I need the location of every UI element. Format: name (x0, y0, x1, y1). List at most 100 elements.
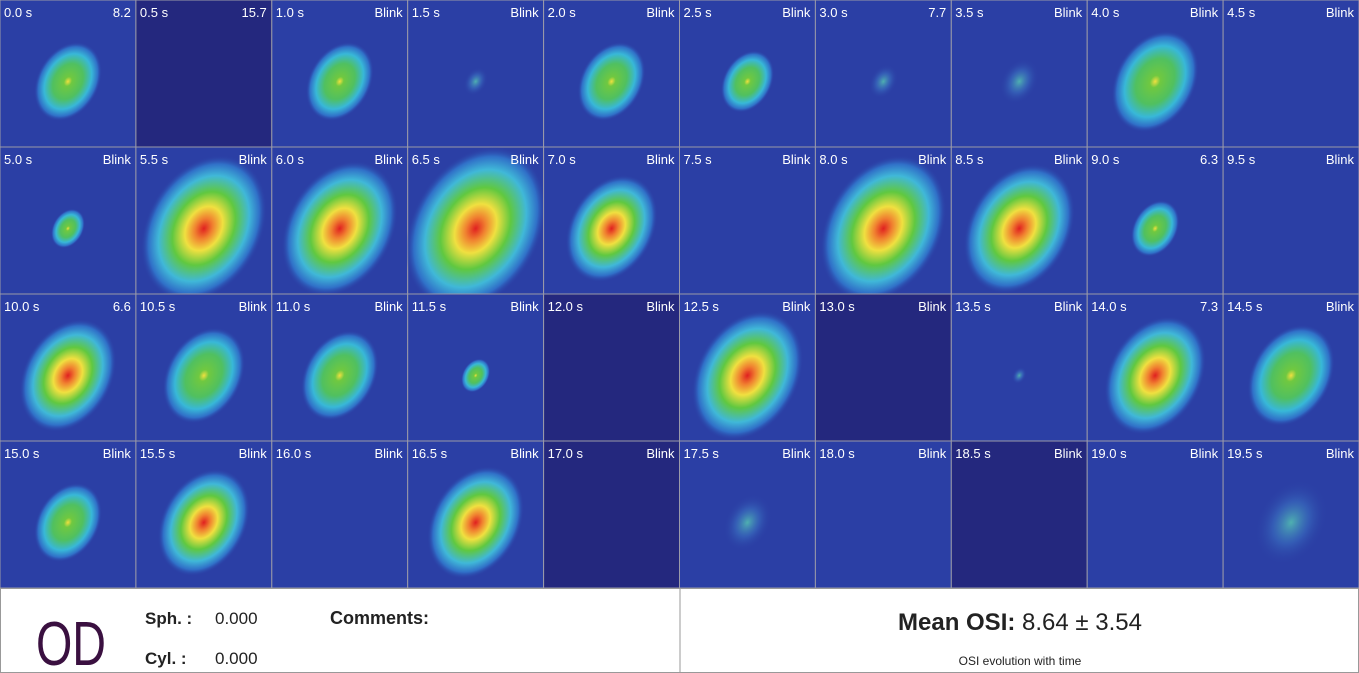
tile: 15.0 s Blink (0, 441, 136, 588)
tile-value: Blink (782, 446, 811, 461)
tile-time: 15.5 s (140, 446, 176, 461)
tile-time: 14.0 s (1091, 299, 1127, 314)
tile-time: 16.0 s (276, 446, 312, 461)
eye-label: OD (36, 610, 106, 673)
tile-background (951, 441, 1087, 588)
tile: 18.0 s Blink (815, 441, 951, 588)
tile-value: Blink (1190, 5, 1219, 20)
tile-time: 14.5 s (1227, 299, 1263, 314)
tile-value: Blink (103, 152, 132, 167)
tile: 1.5 s Blink (408, 0, 544, 147)
tile-time: 1.0 s (276, 5, 305, 20)
tile-time: 4.0 s (1091, 5, 1120, 20)
mean-osi-sign: ± (1075, 609, 1088, 636)
tile-time: 15.0 s (4, 446, 40, 461)
tile: 9.0 s6.3 (1087, 147, 1223, 294)
tile-time: 0.5 s (140, 5, 169, 20)
tile-time: 0.0 s (4, 5, 33, 20)
tile: 5.0 s Blink (0, 147, 136, 294)
tile-time: 13.0 s (819, 299, 855, 314)
tile-time: 9.5 s (1227, 152, 1256, 167)
mean-osi-value: 8.64 (1022, 609, 1069, 636)
tile-value: Blink (1054, 446, 1083, 461)
tile-value: Blink (782, 152, 811, 167)
tile-time: 8.0 s (819, 152, 848, 167)
tile-time: 11.0 s (276, 299, 311, 314)
tile-time: 17.5 s (684, 446, 720, 461)
tile-value: Blink (103, 446, 132, 461)
tile-time: 2.5 s (684, 5, 713, 20)
tile-time: 11.5 s (412, 299, 447, 314)
tile: 7.0 s Blink (544, 147, 680, 299)
tile-value: 15.7 (241, 5, 266, 20)
tile: 4.5 s Blink (1223, 0, 1359, 147)
screen: 0.0 s8.20.5 s15.71.0 sBlink1.5 sBlink2.0… (0, 0, 1359, 673)
tile-value: Blink (239, 152, 268, 167)
tile-time: 1.5 s (412, 5, 441, 20)
tile-value: Blink (782, 299, 811, 314)
tile-background (544, 441, 680, 588)
tile-time: 10.0 s (4, 299, 40, 314)
tile-time: 6.0 s (276, 152, 305, 167)
tile-value: Blink (646, 152, 675, 167)
tile-value: 7.7 (928, 5, 946, 20)
tile-value: Blink (1326, 152, 1355, 167)
tile: 1.0 s Blink (272, 0, 408, 147)
tile-value: Blink (646, 5, 675, 20)
tile-value: Blink (1326, 446, 1355, 461)
tile: 12.5 s Blink (669, 290, 826, 460)
cylinder-value: 0.000 (215, 649, 258, 668)
tile-value: Blink (1054, 5, 1083, 20)
tile-time: 7.0 s (548, 152, 577, 167)
tile: 0.5 s 15.7 (136, 0, 272, 147)
mean-osi-label: Mean OSI: (898, 609, 1015, 636)
tile: 6.0 s Blink (258, 140, 421, 318)
tile: 12.0 s Blink (544, 294, 680, 441)
tile-time: 16.5 s (412, 446, 448, 461)
tile-time: 10.5 s (140, 299, 176, 314)
tile-value: Blink (918, 446, 947, 461)
tile-value: Blink (1326, 5, 1355, 20)
tile: 4.0 s Blink (1087, 0, 1223, 148)
tile-time: 12.5 s (684, 299, 720, 314)
tile-value: Blink (510, 446, 539, 461)
tile-background (544, 294, 680, 441)
tile-time: 5.0 s (4, 152, 33, 167)
tile-value: Blink (239, 299, 268, 314)
tile: 10.5 s Blink (136, 294, 272, 441)
tile: 7.5 sBlink (680, 147, 816, 294)
tile-time: 13.5 s (955, 299, 991, 314)
tile-value: Blink (510, 5, 539, 20)
tile-background (815, 294, 951, 441)
tile-value: Blink (646, 299, 675, 314)
tile-value: 6.3 (1200, 152, 1218, 167)
mean-osi-sd: 3.54 (1095, 609, 1142, 636)
tile-time: 4.5 s (1227, 5, 1256, 20)
tile-value: Blink (1190, 446, 1219, 461)
tile-background (1223, 147, 1359, 294)
tile-time: 18.0 s (819, 446, 855, 461)
tile: 10.0 s 6.6 (0, 294, 136, 449)
tile-time: 17.0 s (548, 446, 584, 461)
cylinder-label: Cyl. : (145, 649, 187, 668)
tile-time: 12.0 s (548, 299, 584, 314)
tile-value: Blink (375, 152, 404, 167)
comments-label: Comments: (330, 608, 429, 628)
sphere-label: Sph. : (145, 609, 192, 628)
tile-value: Blink (375, 5, 404, 20)
tile: 9.5 s Blink (1223, 147, 1359, 294)
tile-value: 6.6 (113, 299, 131, 314)
